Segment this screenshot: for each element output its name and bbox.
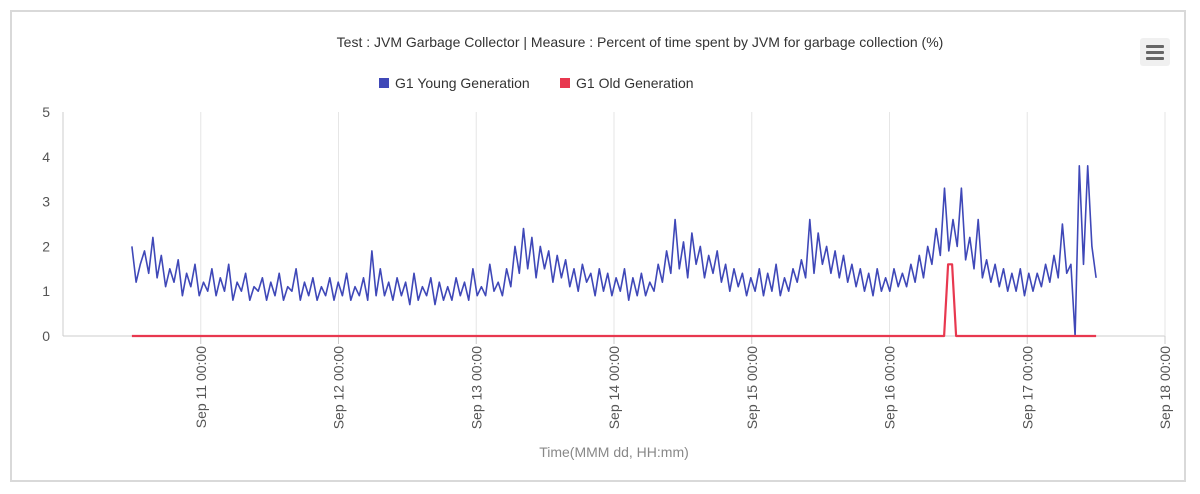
x-tick-label: Sep 12 00:00: [331, 346, 347, 430]
menu-icon: [1146, 45, 1164, 48]
legend-label-old: G1 Old Generation: [576, 75, 694, 91]
y-tick-label: 1: [42, 283, 50, 299]
y-tick-label: 2: [42, 238, 50, 254]
x-tick-label: Sep 17 00:00: [1019, 346, 1035, 430]
y-tick-label: 5: [42, 104, 50, 120]
x-tick-label: Sep 15 00:00: [744, 346, 760, 430]
y-tick-label: 4: [42, 149, 50, 165]
chart-menu-button[interactable]: [1140, 38, 1170, 66]
legend-swatch-old: [560, 78, 570, 88]
legend-label-young: G1 Young Generation: [395, 75, 530, 91]
x-axis-label: Time(MMM dd, HH:mm): [539, 444, 689, 460]
y-tick-label: 3: [42, 194, 50, 210]
series-line-young-generation: [131, 165, 1097, 337]
y-tick-label: 0: [42, 328, 50, 344]
x-tick-label: Sep 18 00:00: [1157, 346, 1173, 430]
y-axis-ticks: 0 1 2 3 4 5: [42, 104, 50, 344]
x-tick-label: Sep 14 00:00: [606, 346, 622, 430]
x-tick-label: Sep 13 00:00: [468, 346, 484, 430]
x-tick-label: Sep 11 00:00: [193, 346, 209, 428]
chart-title: Test : JVM Garbage Collector | Measure :…: [336, 34, 944, 50]
grid-lines: [62, 112, 1166, 344]
legend-item-old[interactable]: G1 Old Generation: [560, 75, 694, 91]
legend-swatch-young: [379, 78, 389, 88]
chart-frame: [10, 10, 1186, 482]
menu-icon-bar: [1146, 57, 1164, 60]
series-line-old-generation: [131, 263, 1097, 338]
legend-item-young[interactable]: G1 Young Generation: [379, 75, 530, 91]
series-lines: [131, 165, 1097, 338]
menu-icon-bar: [1146, 51, 1164, 54]
x-tick-label: Sep 16 00:00: [882, 346, 898, 430]
x-axis-ticks: Sep 11 00:00 Sep 12 00:00 Sep 13 00:00 Sep …: [193, 346, 1173, 430]
